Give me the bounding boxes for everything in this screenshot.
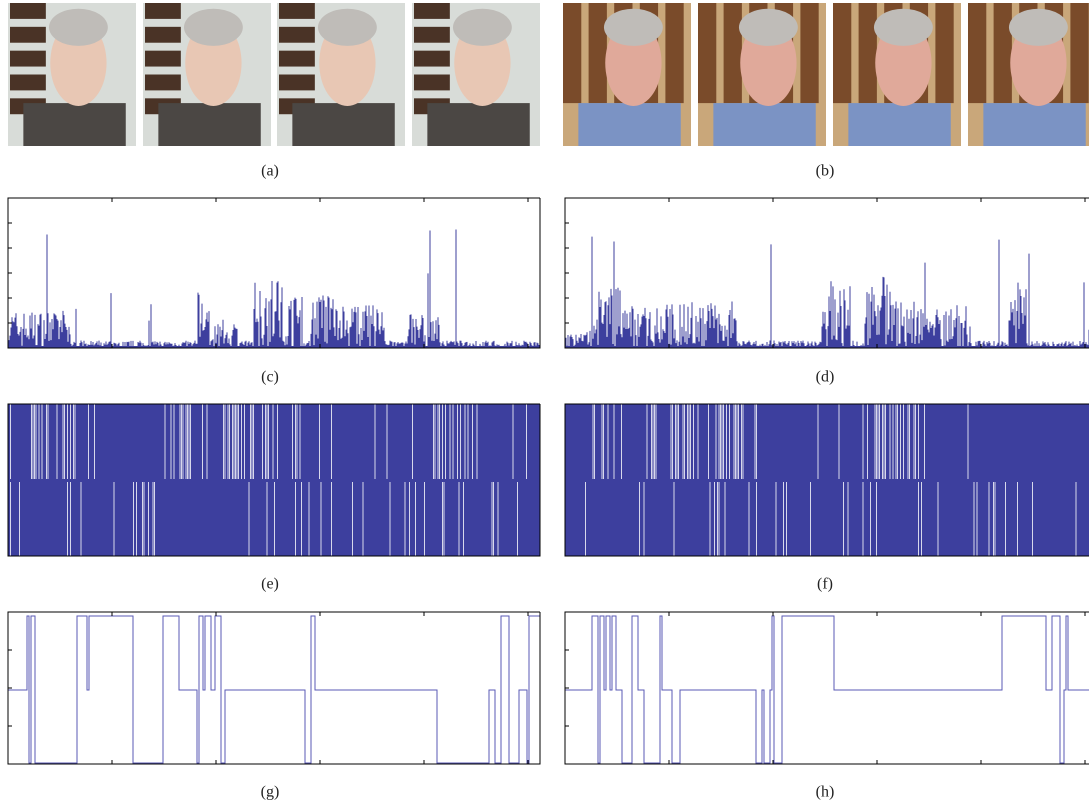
hair — [1009, 9, 1068, 46]
figure: (a) (b) (c) (d) (e) (f) (g) (h) — [0, 0, 1089, 809]
shirt — [23, 103, 125, 146]
bookshelf — [935, 3, 953, 103]
tick-marks — [8, 612, 528, 764]
caption: (f) — [817, 576, 833, 593]
bookshelf — [994, 3, 1012, 103]
bookshelf — [800, 3, 818, 103]
caption: (b) — [816, 163, 835, 180]
shirt — [848, 103, 950, 146]
caption: (e) — [261, 576, 279, 593]
bookshelf — [279, 75, 315, 91]
bookshelf — [279, 27, 315, 43]
hair — [453, 9, 512, 46]
bookshelf — [145, 27, 181, 43]
bookshelf — [145, 3, 181, 19]
bookshelf — [414, 3, 450, 19]
bookshelf — [833, 3, 851, 103]
bookshelf — [589, 3, 607, 103]
caption: (a) — [261, 163, 279, 180]
video-frame — [563, 3, 691, 146]
bookshelf — [414, 75, 450, 91]
bookshelf — [968, 3, 986, 103]
shirt — [292, 103, 394, 146]
bookshelf — [145, 75, 181, 91]
shirt — [983, 103, 1085, 146]
bookshelf — [10, 3, 46, 19]
bookshelf — [724, 3, 742, 103]
shirt — [578, 103, 680, 146]
bookshelf — [10, 51, 46, 67]
caption: (h) — [816, 784, 835, 801]
bookshelf — [414, 51, 450, 67]
tick-marks — [565, 612, 1085, 764]
bookshelf — [563, 3, 581, 103]
hair — [184, 9, 243, 46]
shirt — [158, 103, 260, 146]
hair — [318, 9, 377, 46]
shirt — [713, 103, 815, 146]
video-frame — [277, 3, 405, 146]
activity-trace — [566, 237, 1089, 348]
hair — [49, 9, 108, 46]
bookshelf — [859, 3, 877, 103]
state-trace — [565, 616, 1089, 763]
bookshelf — [279, 51, 315, 67]
activity-trace — [9, 229, 539, 348]
hair — [739, 9, 798, 46]
caption: (d) — [816, 369, 835, 386]
video-frame — [698, 3, 826, 146]
state-trace — [8, 616, 540, 763]
bookshelf — [665, 3, 683, 103]
video-frame — [8, 3, 136, 146]
bookshelf — [414, 27, 450, 43]
video-frame — [143, 3, 271, 146]
bookshelf — [1070, 3, 1088, 103]
bookshelf — [10, 27, 46, 43]
video-frame — [412, 3, 540, 146]
axis-frame — [8, 198, 540, 348]
shirt — [427, 103, 529, 146]
hair — [604, 9, 663, 46]
bookshelf — [145, 51, 181, 67]
bookshelf — [698, 3, 716, 103]
bookshelf — [10, 75, 46, 91]
tick-marks — [8, 198, 528, 348]
axis-frame — [8, 612, 540, 764]
video-frame — [968, 3, 1089, 146]
video-frame — [833, 3, 961, 146]
bookshelf — [279, 3, 315, 19]
caption: (g) — [261, 784, 280, 801]
hair — [874, 9, 933, 46]
caption: (c) — [261, 369, 279, 386]
